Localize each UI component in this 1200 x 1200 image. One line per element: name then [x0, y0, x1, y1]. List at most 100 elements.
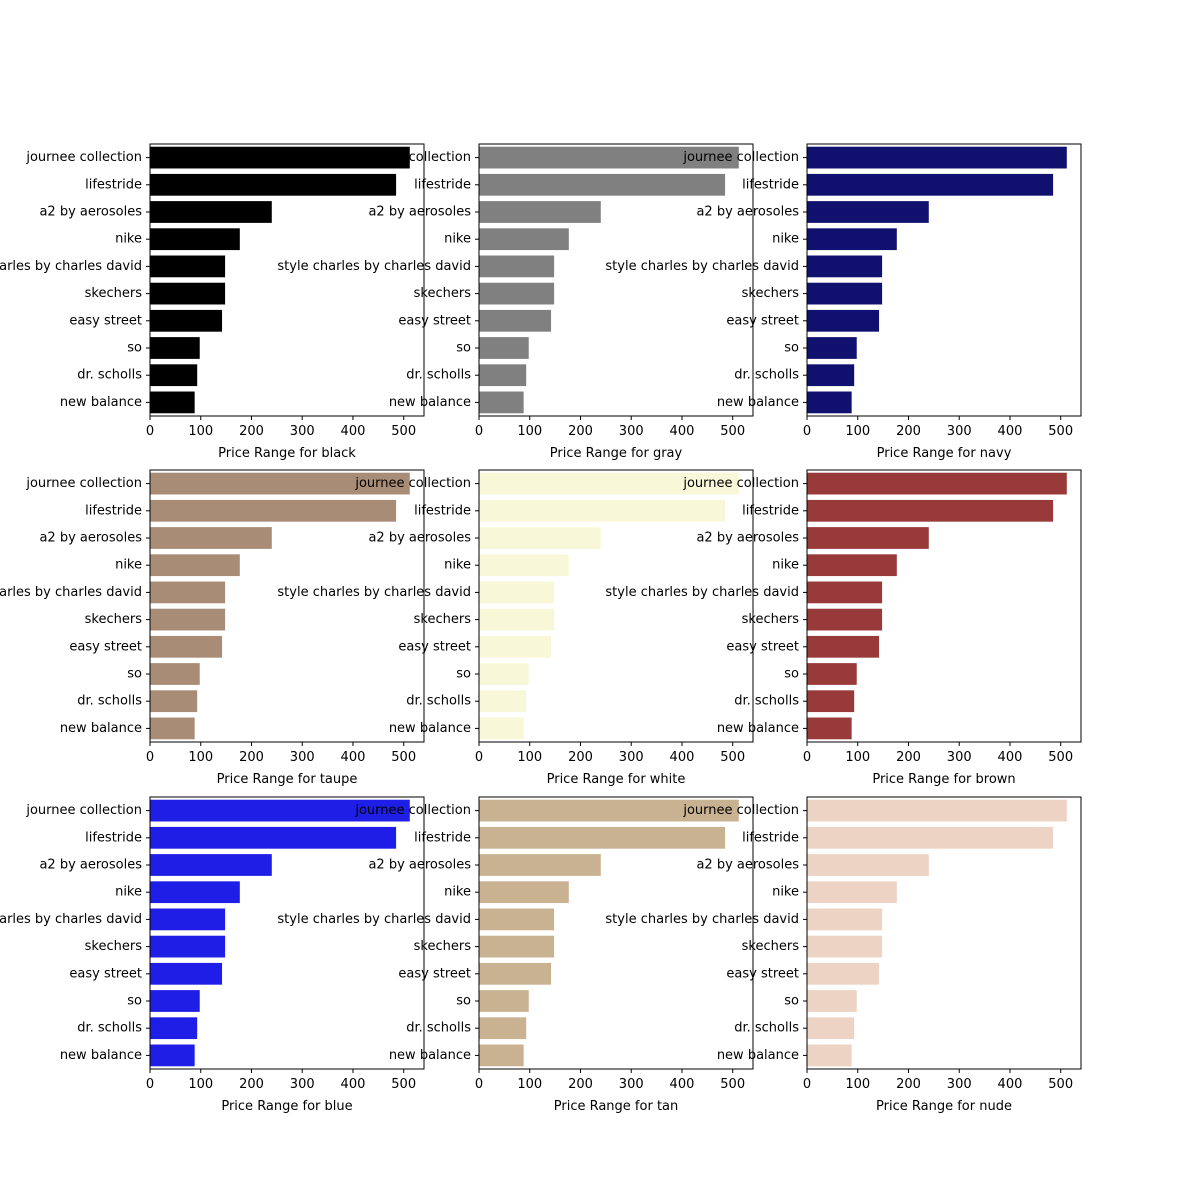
y-tick-label: style charles by charles david — [277, 912, 471, 927]
y-tick-label: nike — [444, 232, 471, 247]
bar — [807, 799, 1067, 822]
x-axis-label: Price Range for white — [547, 772, 686, 787]
subplot-1 — [475, 143, 754, 420]
bar — [807, 173, 1054, 196]
subplot-0 — [146, 143, 425, 420]
bar — [479, 799, 739, 822]
bar — [479, 201, 601, 223]
x-tick-label: 400 — [670, 1077, 695, 1092]
y-tick-label: easy street — [398, 639, 471, 654]
y-tick-label: journee collection — [682, 150, 799, 165]
bar — [479, 635, 552, 658]
bar — [807, 146, 1067, 169]
x-tick-label: 300 — [290, 750, 315, 765]
x-tick-label: 400 — [998, 1077, 1023, 1092]
x-axis-label: Price Range for taupe — [217, 772, 358, 787]
y-tick-label: a2 by aerosoles — [696, 858, 799, 873]
x-axis-label: Price Range for black — [218, 446, 356, 461]
x-tick-label: 300 — [290, 424, 315, 439]
bar — [479, 554, 569, 577]
y-tick-label: lifestride — [414, 503, 471, 518]
bar — [807, 309, 880, 332]
axes-frame — [478, 143, 754, 417]
y-tick-label: easy street — [726, 639, 799, 654]
x-tick-label: 0 — [475, 1077, 483, 1092]
bar — [150, 472, 410, 495]
bar — [807, 990, 857, 1012]
y-tick-label: dr. scholls — [734, 694, 799, 709]
x-tick-label: 300 — [947, 1077, 972, 1092]
bar — [807, 472, 1067, 495]
y-tick-label: easy street — [726, 313, 799, 328]
axes-frame — [806, 796, 1082, 1070]
y-tick-label: journee collection — [682, 476, 799, 491]
y-tick-label: journee collection — [354, 150, 471, 165]
axes-frame — [149, 469, 425, 743]
bar — [807, 282, 883, 305]
bar — [150, 990, 200, 1012]
y-tick-label: skechers — [85, 286, 143, 301]
x-tick-label: 200 — [896, 424, 921, 439]
y-tick-label: easy street — [398, 313, 471, 328]
bar — [150, 146, 410, 169]
bar — [807, 391, 852, 414]
x-tick-label: 400 — [998, 750, 1023, 765]
axes-frame — [806, 143, 1082, 417]
bar — [479, 146, 739, 169]
bar — [150, 799, 410, 822]
axes-frame — [478, 796, 754, 1070]
bar — [150, 228, 240, 251]
bar — [479, 717, 524, 740]
y-tick-label: nike — [444, 558, 471, 573]
bar — [479, 581, 555, 604]
y-tick-label: style charles by charles david — [277, 585, 471, 600]
bar — [150, 635, 223, 658]
bar — [479, 854, 601, 876]
y-tick-label: dr. scholls — [77, 1021, 142, 1036]
y-tick-label: style charles by charles david — [605, 912, 799, 927]
bar — [807, 364, 855, 387]
bar — [807, 962, 880, 985]
y-tick-label: easy street — [69, 966, 142, 981]
bar — [479, 364, 527, 387]
x-axis-label: Price Range for blue — [221, 1099, 352, 1114]
y-tick-label: a2 by aerosoles — [696, 205, 799, 220]
y-tick-label: a2 by aerosoles — [368, 531, 471, 546]
x-tick-label: 300 — [619, 1077, 644, 1092]
y-tick-label: nike — [772, 558, 799, 573]
bar — [807, 635, 880, 658]
x-tick-label: 0 — [803, 750, 811, 765]
x-tick-label: 200 — [239, 750, 264, 765]
y-tick-label: new balance — [717, 395, 799, 410]
bar — [807, 908, 883, 931]
bar — [150, 527, 272, 549]
x-tick-label: 0 — [803, 424, 811, 439]
x-tick-label: 100 — [188, 750, 213, 765]
bar — [150, 554, 240, 577]
x-tick-label: 500 — [1048, 750, 1073, 765]
y-tick-label: style charles by charles david — [605, 259, 799, 274]
bar — [150, 663, 200, 685]
y-tick-label: so — [784, 667, 799, 682]
y-tick-label: dr. scholls — [77, 694, 142, 709]
x-tick-label: 400 — [670, 424, 695, 439]
y-tick-label: so — [127, 994, 142, 1009]
bar — [150, 1044, 195, 1067]
x-tick-label: 0 — [146, 750, 154, 765]
bar — [150, 364, 198, 387]
x-tick-label: 200 — [896, 750, 921, 765]
y-tick-label: lifestride — [742, 177, 799, 192]
bar — [479, 935, 555, 958]
bar — [807, 663, 857, 685]
subplot-4 — [475, 469, 754, 746]
axes-frame — [149, 796, 425, 1070]
bar — [807, 337, 857, 359]
y-tick-label: journee collection — [354, 803, 471, 818]
y-tick-label: style charles by charles david — [0, 259, 142, 274]
y-tick-label: a2 by aerosoles — [696, 531, 799, 546]
bar — [807, 1044, 852, 1067]
y-tick-label: new balance — [60, 721, 142, 736]
x-tick-label: 200 — [239, 424, 264, 439]
y-tick-label: a2 by aerosoles — [39, 858, 142, 873]
x-tick-label: 200 — [568, 1077, 593, 1092]
